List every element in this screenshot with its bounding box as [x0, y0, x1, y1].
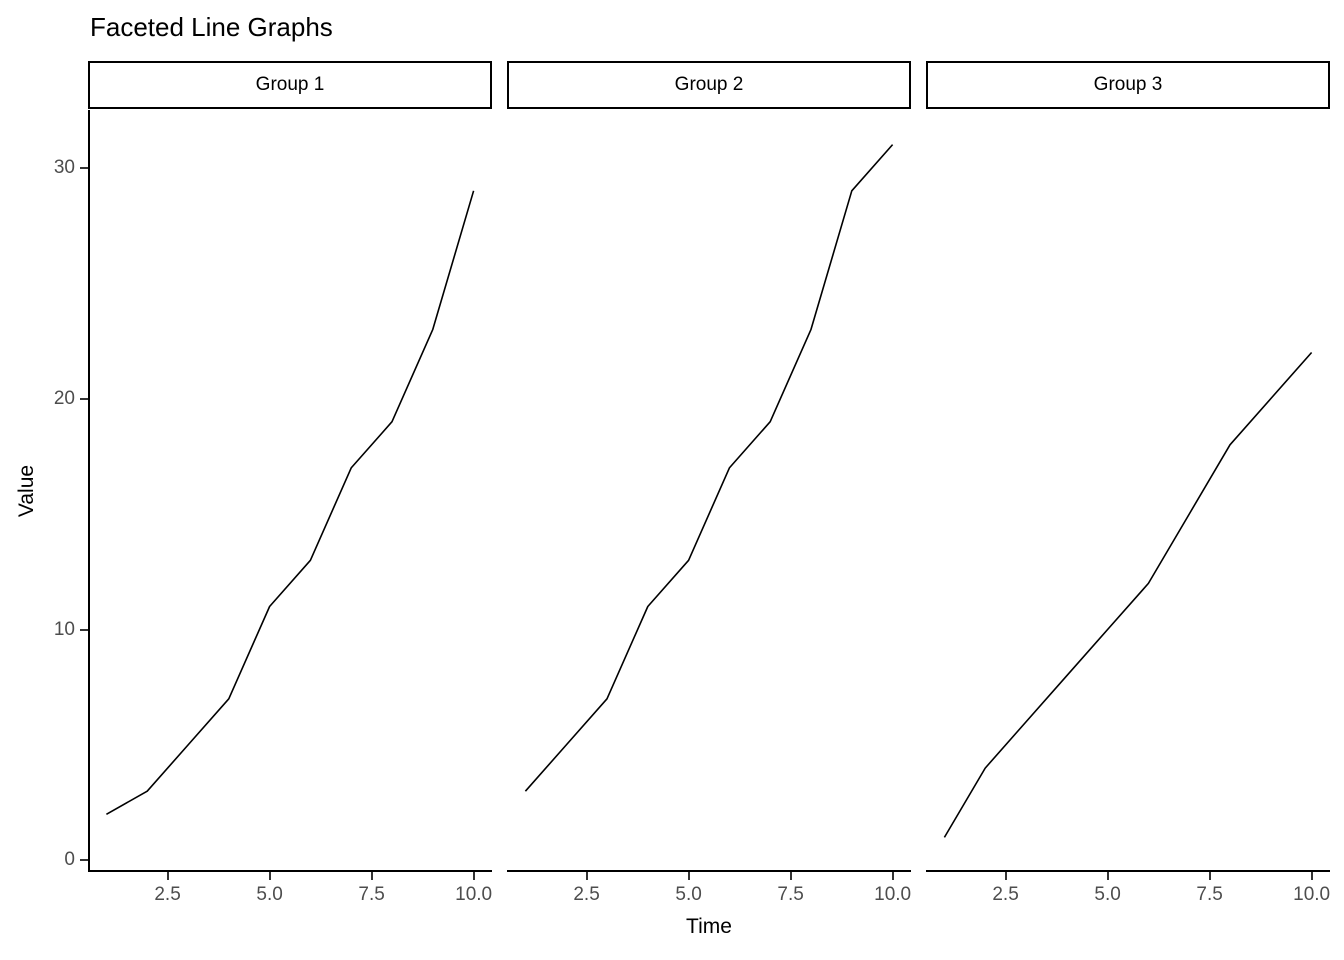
x-tick-mark — [1004, 872, 1007, 880]
y-tick-mark — [80, 628, 88, 631]
facet-panel — [88, 110, 492, 872]
y-tick-mark — [80, 397, 88, 400]
data-line — [106, 190, 475, 815]
y-axis-title: Value — [15, 464, 38, 518]
x-tick-mark — [789, 872, 792, 880]
x-tick-mark — [687, 872, 690, 880]
x-tick-mark — [268, 872, 271, 880]
x-tick-label: 2.5 — [573, 884, 600, 905]
x-tick-label: 7.5 — [777, 884, 804, 905]
chart-title: Faceted Line Graphs — [90, 12, 333, 42]
data-line — [943, 351, 1313, 838]
y-tick-mark — [80, 859, 88, 862]
facet-strip-label: Group 2 — [674, 74, 744, 95]
x-tick-mark — [891, 872, 894, 880]
x-tick-mark — [1310, 872, 1313, 880]
facet-strip: Group 3 — [926, 61, 1330, 109]
y-tick-label: 20 — [53, 387, 75, 409]
y-tick-label: 30 — [53, 156, 75, 178]
y-tick-label: 0 — [64, 849, 75, 871]
x-tick-label: 7.5 — [1196, 884, 1223, 905]
x-tick-label: 5.0 — [256, 884, 283, 905]
x-tick-label: 10.0 — [1293, 884, 1331, 905]
facet-panel — [507, 144, 911, 872]
x-tick-label: 7.5 — [358, 884, 385, 905]
facet-strip: Group 2 — [507, 61, 911, 109]
facet-strip: Group 1 — [88, 61, 492, 109]
x-tick-mark — [370, 872, 373, 880]
facet-panel — [926, 351, 1330, 872]
x-tick-label: 10.0 — [455, 884, 493, 905]
x-tick-mark — [166, 872, 169, 880]
x-tick-label: 2.5 — [154, 884, 181, 905]
x-axis-title: Time — [686, 915, 732, 938]
x-tick-label: 2.5 — [992, 884, 1019, 905]
data-line — [524, 144, 894, 792]
y-tick-mark — [80, 166, 88, 169]
x-tick-mark — [585, 872, 588, 880]
facet-strip-label: Group 1 — [255, 74, 325, 95]
x-tick-mark — [1208, 872, 1211, 880]
x-tick-mark — [472, 872, 475, 880]
x-tick-mark — [1106, 872, 1109, 880]
x-tick-label: 5.0 — [675, 884, 702, 905]
x-tick-label: 10.0 — [874, 884, 912, 905]
x-tick-label: 5.0 — [1094, 884, 1121, 905]
y-tick-label: 10 — [53, 618, 75, 640]
facet-strip-label: Group 3 — [1093, 74, 1163, 95]
